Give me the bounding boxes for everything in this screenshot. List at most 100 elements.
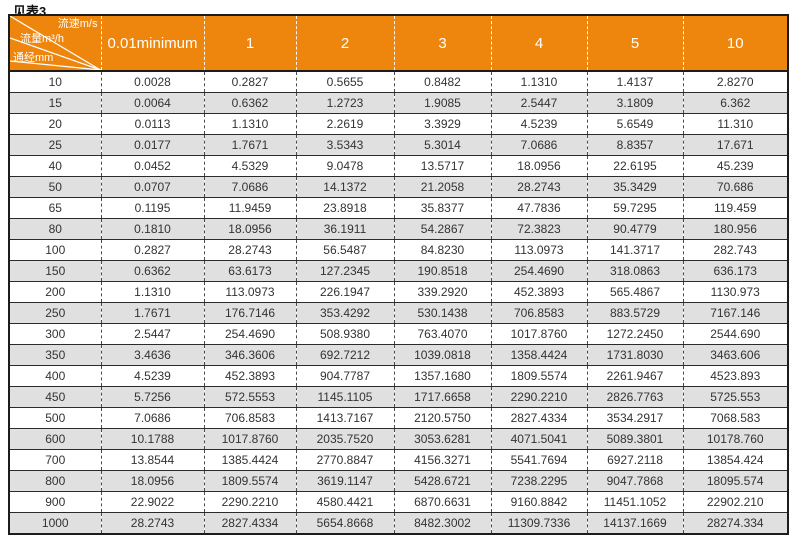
table-cell: 0.0113	[100, 113, 204, 135]
table-cell: 6870.6631	[393, 491, 491, 513]
table-cell: 113.0973	[203, 281, 296, 303]
table-cell: 2120.5750	[393, 407, 491, 429]
column-header: 3	[393, 15, 491, 72]
table-cell: 0.0064	[100, 92, 204, 114]
table-cell: 180.956	[682, 218, 788, 240]
row-header-diameter: 250	[9, 302, 101, 324]
table-cell: 2261.9467	[586, 365, 683, 387]
table-cell: 0.0028	[100, 70, 204, 93]
table-cell: 4071.5041	[490, 428, 587, 450]
table-row: 1000 28.2743 2827.4334 5654.8668 8482.3002 11…	[9, 512, 788, 534]
table-cell: 636.173	[682, 260, 788, 282]
table-cell: 1145.1105	[295, 386, 394, 408]
table-cell: 18.0956	[203, 218, 296, 240]
table-cell: 4523.893	[682, 365, 788, 387]
table-cell: 9047.7868	[586, 470, 683, 492]
table-cell: 0.1195	[100, 197, 204, 219]
table-cell: 5541.7694	[490, 449, 587, 471]
header-row: 流速m/s 流量m³/h 通经mm 0.01minimum 1 2 3 4 5 10	[9, 15, 788, 72]
table-cell: 28.2743	[490, 176, 587, 198]
table-cell: 190.8518	[393, 260, 491, 282]
table-cell: 18.0956	[100, 470, 204, 492]
row-header-diameter: 400	[9, 365, 101, 387]
table-cell: 0.0707	[100, 176, 204, 198]
table-cell: 7167.146	[682, 302, 788, 324]
table-cell: 3053.6281	[393, 428, 491, 450]
table-cell: 1.1310	[100, 281, 204, 303]
table-cell: 1731.8030	[586, 344, 683, 366]
row-header-diameter: 450	[9, 386, 101, 408]
column-header: 0.01minimum	[100, 15, 204, 72]
column-header: 2	[295, 15, 394, 72]
table-cell: 127.2345	[295, 260, 394, 282]
row-header-diameter: 350	[9, 344, 101, 366]
table-cell: 1.9085	[393, 92, 491, 114]
table-cell: 706.8583	[490, 302, 587, 324]
table-row: 800 18.0956 1809.5574 3619.1147 5428.6721 723…	[9, 470, 788, 492]
table-cell: 11.310	[682, 113, 788, 135]
table-cell: 1.1310	[490, 70, 587, 93]
table-cell: 119.459	[682, 197, 788, 219]
table-cell: 692.7212	[295, 344, 394, 366]
table-cell: 1717.6658	[393, 386, 491, 408]
table-cell: 8482.3002	[393, 512, 491, 534]
table-cell: 763.4070	[393, 323, 491, 345]
table-cell: 5089.3801	[586, 428, 683, 450]
table-cell: 1.1310	[203, 113, 296, 135]
table-cell: 113.0973	[490, 239, 587, 261]
table-cell: 572.5553	[203, 386, 296, 408]
table-cell: 5428.6721	[393, 470, 491, 492]
table-cell: 22902.210	[682, 491, 788, 513]
table-row: 500 7.0686 706.8583 1413.7167 2120.5750 2827.…	[9, 407, 788, 429]
table-cell: 35.3429	[586, 176, 683, 198]
table-row: 350 3.4636 346.3606 692.7212 1039.0818 1358.4…	[9, 344, 788, 366]
corner-label-diameter: 通经mm	[13, 52, 54, 64]
table-cell: 7.0686	[203, 176, 296, 198]
table-cell: 3.3929	[393, 113, 491, 135]
corner-header-cell: 流速m/s 流量m³/h 通经mm	[9, 15, 101, 72]
table-cell: 452.3893	[203, 365, 296, 387]
table-cell: 883.5729	[586, 302, 683, 324]
table-cell: 0.0177	[100, 134, 204, 156]
table-row: 400 4.5239 452.3893 904.7787 1357.1680 1809.5…	[9, 365, 788, 387]
table-cell: 339.2920	[393, 281, 491, 303]
table-cell: 5.7256	[100, 386, 204, 408]
table-cell: 1.2723	[295, 92, 394, 114]
table-cell: 3619.1147	[295, 470, 394, 492]
table-cell: 4.5239	[490, 113, 587, 135]
table-cell: 5.3014	[393, 134, 491, 156]
table-cell: 530.1438	[393, 302, 491, 324]
flow-rate-table: 流速m/s 流量m³/h 通经mm 0.01minimum 1 2 3 4 5 10 10 0…	[8, 14, 789, 535]
table-cell: 565.4867	[586, 281, 683, 303]
table-cell: 3.4636	[100, 344, 204, 366]
table-cell: 7238.2295	[490, 470, 587, 492]
table-cell: 28.2743	[100, 512, 204, 534]
table-cell: 2827.4334	[203, 512, 296, 534]
table-cell: 11309.7336	[490, 512, 587, 534]
row-header-diameter: 800	[9, 470, 101, 492]
table-cell: 36.1911	[295, 218, 394, 240]
table-row: 100 0.2827 28.2743 56.5487 84.8230 113.0973 14…	[9, 239, 788, 261]
table-cell: 3463.606	[682, 344, 788, 366]
table-cell: 3.5343	[295, 134, 394, 156]
diagonal-divider-lines	[10, 16, 101, 70]
row-header-diameter: 700	[9, 449, 101, 471]
table-row: 20 0.0113 1.1310 2.2619 3.3929 4.5239 5.6549 11…	[9, 113, 788, 135]
table-cell: 1130.973	[682, 281, 788, 303]
table-row: 250 1.7671 176.7146 353.4292 530.1438 706.858…	[9, 302, 788, 324]
row-header-diameter: 65	[9, 197, 101, 219]
table-cell: 11.9459	[203, 197, 296, 219]
row-header-diameter: 1000	[9, 512, 101, 534]
table-cell: 4580.4421	[295, 491, 394, 513]
table-cell: 13.5717	[393, 155, 491, 177]
table-cell: 0.5655	[295, 70, 394, 93]
table-cell: 1413.7167	[295, 407, 394, 429]
table-cell: 54.2867	[393, 218, 491, 240]
column-header: 5	[586, 15, 683, 72]
table-cell: 28274.334	[682, 512, 788, 534]
table-cell: 2827.4334	[490, 407, 587, 429]
table-cell: 23.8918	[295, 197, 394, 219]
row-header-diameter: 150	[9, 260, 101, 282]
table-row: 200 1.1310 113.0973 226.1947 339.2920 452.389…	[9, 281, 788, 303]
table-cell: 3534.2917	[586, 407, 683, 429]
